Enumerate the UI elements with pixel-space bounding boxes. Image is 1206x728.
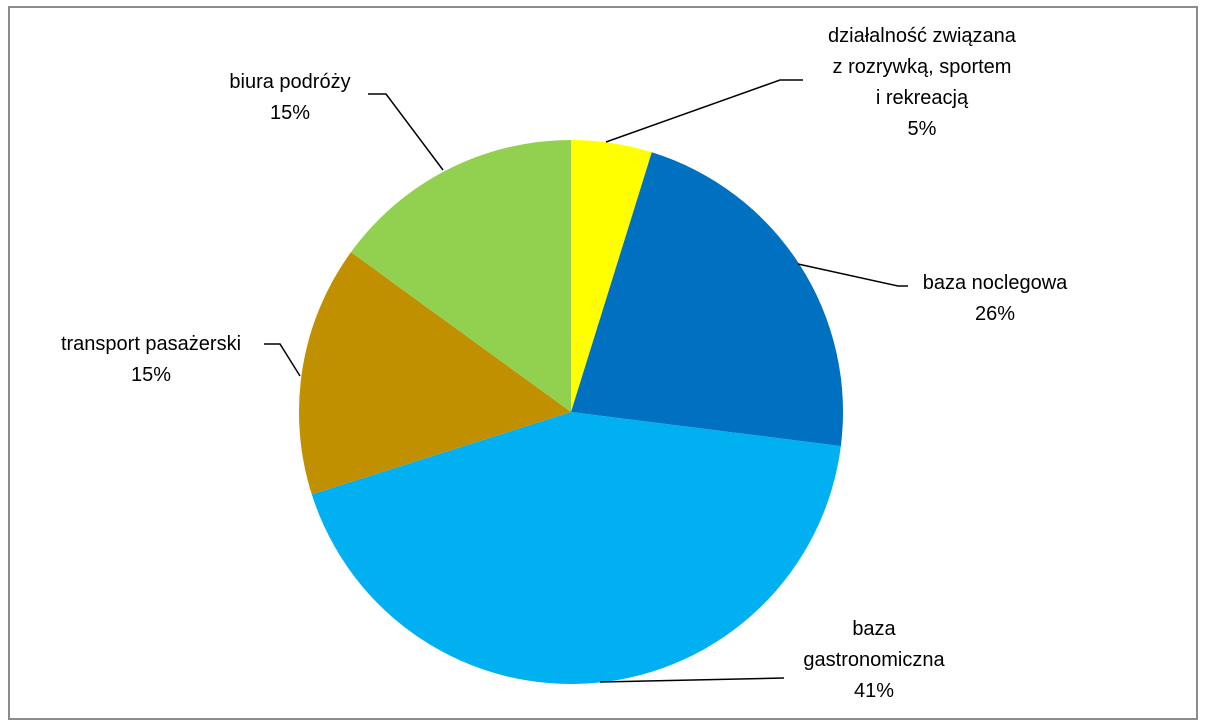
- pie-slice: [571, 152, 844, 447]
- pie-slice: [311, 412, 841, 685]
- pie-slice: [298, 252, 571, 495]
- pie-slice: [350, 140, 571, 412]
- slice-category: baza noclegowa: [923, 272, 1068, 294]
- leader-line: [599, 677, 785, 683]
- slice-percent: 5%: [908, 118, 937, 140]
- data-labels: działalność związana z rozrywką, sportem i…: [61, 25, 1068, 702]
- slice-label: baza noclegowa 26%: [923, 272, 1068, 325]
- slice-category: baza: [852, 618, 896, 640]
- slice-percent: 15%: [270, 102, 310, 124]
- slice-percent: 15%: [131, 364, 171, 386]
- slice-label: baza gastronomiczna 41%: [803, 618, 945, 702]
- leader-lines: [264, 79, 908, 683]
- slice-category: gastronomiczna: [803, 649, 945, 671]
- slice-category: biura podróży: [229, 71, 350, 93]
- slice-label: transport pasażerski 15%: [61, 333, 241, 386]
- slice-category: i rekreacją: [876, 87, 969, 109]
- slice-percent: 26%: [975, 303, 1015, 325]
- slice-category: z rozrywką, sportem: [833, 56, 1012, 78]
- slice-category: działalność związana: [828, 25, 1017, 47]
- leader-line: [605, 79, 803, 143]
- slice-label: działalność związana z rozrywką, sportem i…: [828, 25, 1017, 140]
- pie-slices: [298, 140, 844, 685]
- pie-slice: [571, 140, 652, 412]
- slice-percent: 41%: [854, 680, 894, 702]
- slice-label: biura podróży 15%: [229, 71, 350, 124]
- slice-category: transport pasażerski: [61, 333, 241, 355]
- leader-line: [368, 93, 444, 171]
- leader-line: [264, 343, 301, 377]
- leader-line: [797, 263, 908, 287]
